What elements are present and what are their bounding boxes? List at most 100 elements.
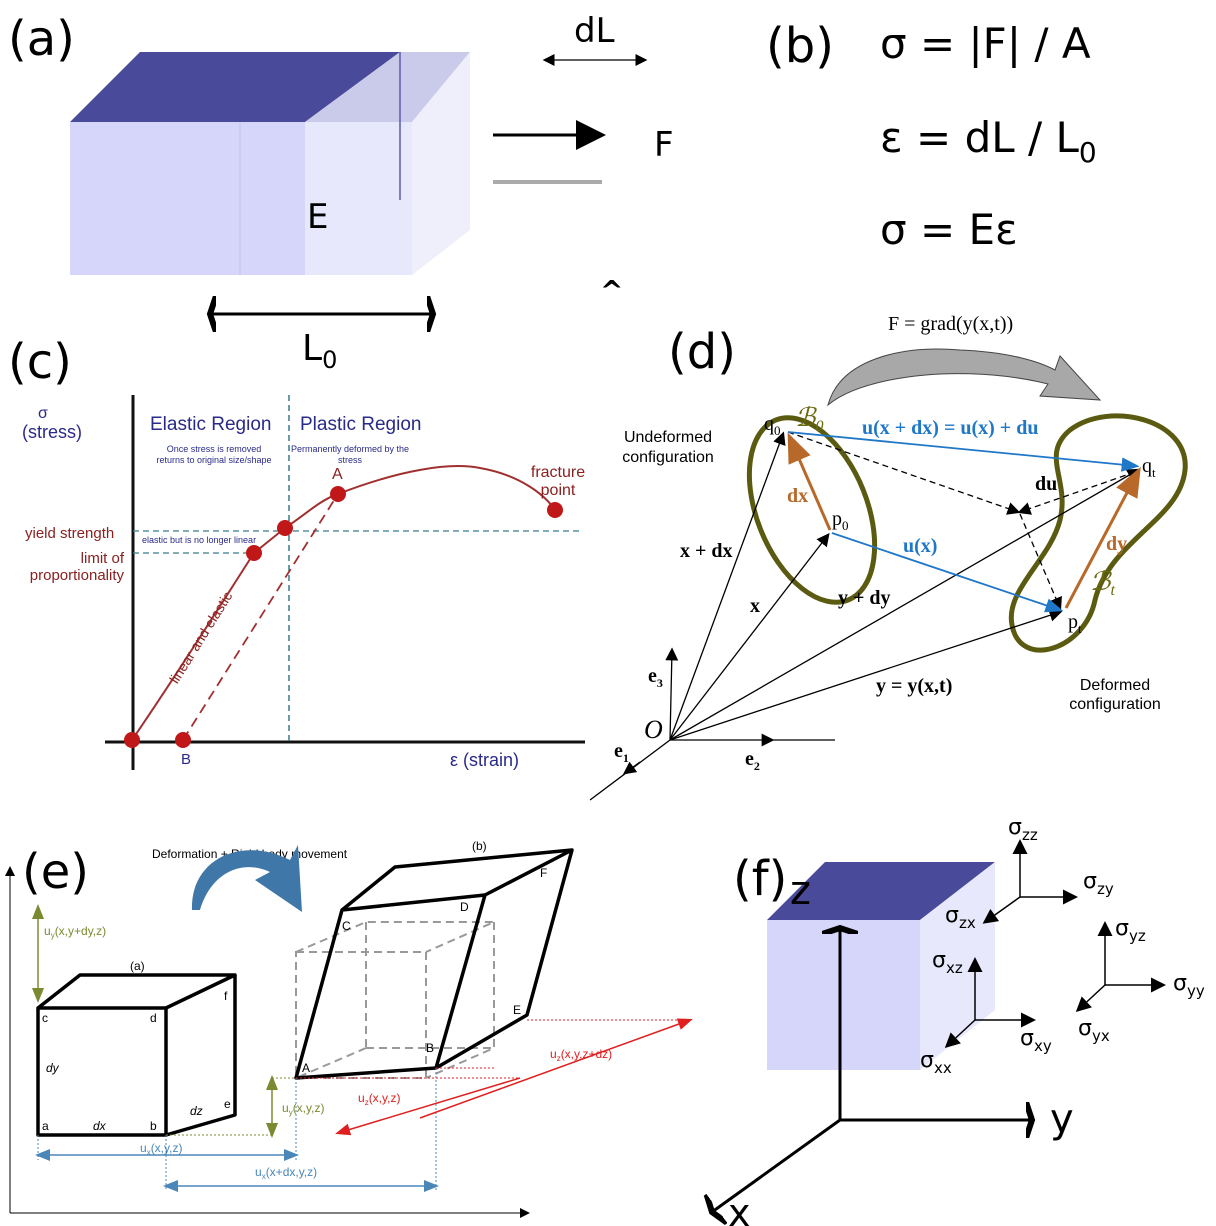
corners-d-text: d — [150, 1011, 157, 1025]
corners-a-text: a — [42, 1119, 49, 1133]
c-point-a-text: A — [332, 466, 343, 483]
text-shape: p0 — [832, 508, 849, 533]
pt-base-text: p — [1068, 611, 1078, 633]
a-caret-text: ^ — [600, 274, 623, 307]
uz-dz-rest-text: (x,y,z+dz) — [561, 1047, 612, 1061]
text-shape: σyx — [1078, 1016, 1110, 1045]
stresses-base-text: σ — [1078, 1016, 1092, 1041]
stresses-base-text: σ — [920, 1048, 934, 1073]
polyline-shape — [342, 850, 572, 910]
b-hooke-eq-text: σ = Eε — [880, 205, 1018, 254]
pt-sub-text: t — [1078, 621, 1082, 636]
d-x-text: x — [750, 595, 760, 617]
f-label-text: (f) — [733, 851, 787, 907]
c-fracture-text: point — [541, 482, 576, 499]
stresses-sub-text: xy — [1034, 1037, 1052, 1055]
corners-f-text: f — [224, 989, 228, 1003]
stresses-sub-text: yy — [1187, 982, 1205, 1000]
c-elastic-note-text: returns to original size/shape — [156, 455, 271, 465]
rect-shape — [70, 122, 305, 275]
qt-sub-text: t — [1152, 465, 1156, 480]
text-shape: σyz — [1115, 916, 1146, 945]
d-y-dy-text: y + dy — [838, 587, 891, 609]
deformed-b-text: B — [426, 1041, 434, 1055]
text-shape: e3 — [648, 665, 663, 690]
circle-shape — [330, 486, 346, 502]
panel-d: (d) F = grad(y(x,t)) Undeformed configur… — [590, 313, 1185, 800]
bt-base-text: ℬ — [1090, 567, 1112, 596]
rect-shape — [296, 952, 426, 1078]
a-force-text: F — [654, 125, 674, 165]
ux-base-text: u — [140, 1141, 147, 1155]
uz-base-text: u — [358, 1091, 365, 1105]
b-label-text: (b) — [766, 18, 834, 74]
e3-sub-text: 3 — [657, 676, 663, 690]
text-shape: qt — [1142, 455, 1156, 480]
path-shape — [828, 349, 1100, 405]
panel-f: (f) z y x σzz σzy σzx σyz σxz σyy σxy σy… — [712, 815, 1205, 1226]
stresses-base-text: σ — [945, 903, 959, 928]
a-modulus-text: E — [307, 197, 328, 237]
stresses-base-text: σ — [1115, 916, 1129, 941]
text-shape: ε = dL / L0 — [880, 113, 1097, 169]
e2-sub-text: 2 — [754, 759, 760, 773]
deformed-e-text: E — [513, 1003, 521, 1017]
corners-c-text: c — [42, 1011, 48, 1025]
d-deformed-text: Deformed — [1080, 677, 1150, 694]
e1-base-text: e — [614, 740, 623, 762]
length-sub-text: 0 — [322, 346, 337, 374]
stresses-sub-text: yx — [1092, 1027, 1110, 1045]
uy-rest-text: (x,y,z) — [293, 1101, 325, 1115]
text-shape: ux(x+dx,y,z) — [255, 1165, 317, 1181]
a-dl-text: dL — [574, 11, 615, 51]
line-shape — [420, 1020, 690, 1118]
q0-sub-text: 0 — [774, 423, 781, 438]
c-plastic-title-text: Plastic Region — [300, 414, 421, 435]
d-origin-text: O — [644, 715, 663, 744]
text-shape: pt — [1068, 611, 1082, 636]
c-y-label-text: (stress) — [22, 422, 82, 442]
c-plastic-note-text: Permanently deformed by the — [291, 444, 409, 454]
d-undeformed-text: Undeformed — [624, 429, 712, 446]
e-label-text: (e) — [22, 844, 89, 900]
polygon-shape — [296, 895, 485, 1078]
text-shape: uy(x,y,z) — [282, 1101, 324, 1117]
polyline-shape — [296, 922, 494, 952]
text-shape: e1 — [614, 740, 629, 765]
text-shape: σzy — [1083, 869, 1114, 898]
c-x-label-text: ε (strain) — [450, 750, 519, 770]
circle-shape — [246, 545, 262, 561]
corners-e-text: e — [224, 1097, 231, 1111]
polyline-shape — [436, 850, 572, 1068]
circle-shape — [124, 732, 140, 748]
e3-base-text: e — [648, 665, 657, 687]
c-elastic-note-text: Once stress is removed — [167, 444, 262, 454]
d-dx-text: dx — [787, 485, 808, 507]
g-shape: Undeformed configuration Deformed config… — [622, 429, 1161, 713]
polyline-shape — [38, 975, 235, 1008]
b0-sub-text: 0 — [815, 418, 823, 435]
deformed-d-text: D — [460, 900, 469, 914]
strain-eq-sub-text: 0 — [1079, 136, 1097, 169]
bt-sub-text: t — [1110, 582, 1115, 599]
f-x-text: x — [728, 1191, 751, 1226]
text-shape: e2 — [745, 748, 760, 773]
panel-b: (b) σ = |F| / A ε = dL / L0 σ = Eε — [766, 18, 1097, 254]
e-dz-text: dz — [190, 1104, 203, 1118]
panel-a: (a) dL F E L0 ^ — [8, 11, 674, 374]
line-shape — [670, 535, 828, 740]
g-shape — [38, 975, 235, 1135]
b-stress-eq-text: σ = |F| / A — [880, 19, 1091, 68]
a-label-text: (a) — [8, 11, 75, 67]
c-proportionality-text: proportionality — [30, 567, 125, 584]
corners-b-text: b — [150, 1119, 157, 1133]
e1-sub-text: 1 — [623, 751, 629, 765]
circle-shape — [175, 732, 191, 748]
p0-sub-text: 0 — [842, 518, 849, 533]
c-label-text: (c) — [8, 334, 72, 390]
strain-eq-base-text: ε = dL / L — [880, 113, 1080, 162]
e-dx-text: dx — [93, 1119, 107, 1133]
c-linear-text: linear and elastic — [166, 589, 235, 687]
text-shape: ℬt — [1090, 567, 1115, 599]
e-sub-a-text: (a) — [130, 959, 145, 973]
